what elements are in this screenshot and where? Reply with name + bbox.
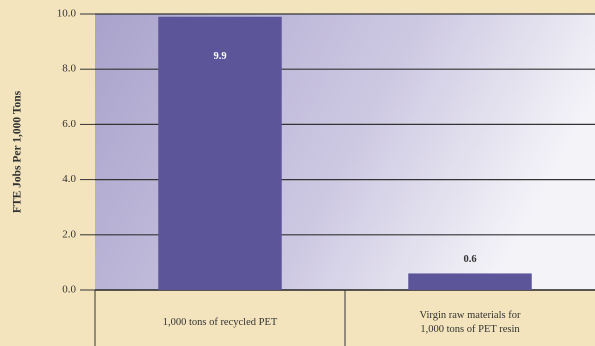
data-label: 9.9 [213, 51, 226, 62]
y-tick-label: 8.0 [62, 63, 76, 75]
x-tick-label: 1,000 tons of recycled PET [163, 317, 278, 328]
bar [408, 273, 532, 290]
y-tick-label: 0.0 [62, 284, 76, 296]
data-label: 0.6 [463, 254, 476, 265]
y-tick-label: 4.0 [62, 173, 76, 185]
x-tick-label: Virgin raw materials for 1,000 tons of PE… [420, 310, 521, 335]
y-tick-label: 6.0 [62, 118, 76, 130]
bar [158, 16, 282, 290]
y-tick-label: 10.0 [57, 8, 77, 20]
y-tick-label: 2.0 [62, 228, 76, 240]
y-axis-title: FTE Jobs Per 1,000 Tons [12, 90, 24, 213]
